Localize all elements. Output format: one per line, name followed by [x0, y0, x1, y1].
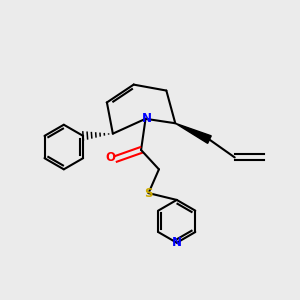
- Text: N: N: [142, 112, 152, 125]
- Polygon shape: [175, 123, 211, 143]
- Text: S: S: [144, 187, 153, 200]
- Text: N: N: [172, 236, 182, 249]
- Text: O: O: [106, 151, 116, 164]
